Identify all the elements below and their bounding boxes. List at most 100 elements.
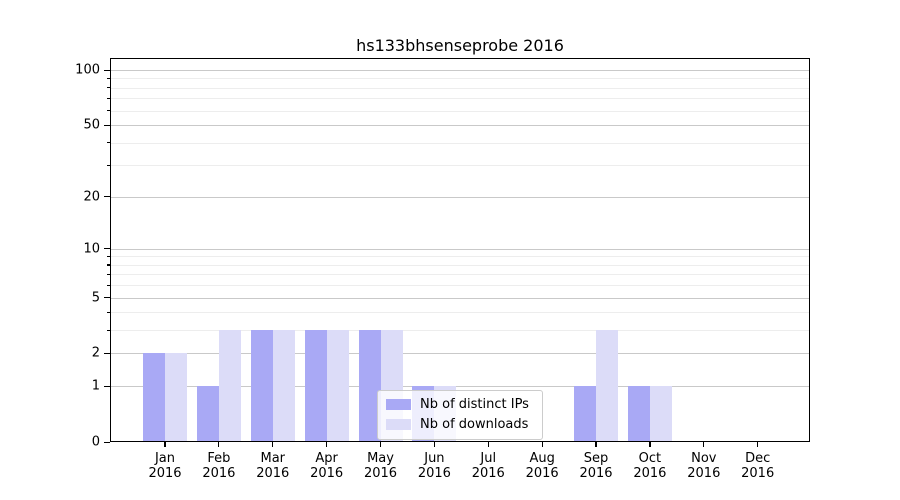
x-tick-mark-apr: [326, 442, 328, 447]
x-tick-month: Nov: [691, 451, 717, 466]
x-tick-mark-feb: [218, 442, 220, 447]
minor-gridline-90: [110, 78, 810, 80]
y-minor-tick-mark-9: [107, 255, 110, 258]
x-tick-month: May: [367, 451, 394, 466]
major-gridline-50: [110, 125, 810, 127]
y-tick-mark-1: [104, 385, 110, 387]
legend-swatch-distinct-ips: [386, 399, 411, 410]
legend: Nb of distinct IPs Nb of downloads: [377, 390, 543, 440]
bar-downloads-oct: [649, 386, 672, 442]
x-tick-month: Jan: [154, 451, 176, 466]
chart-title: hs133bhsenseprobe 2016: [356, 36, 564, 55]
minor-gridline-40: [110, 142, 810, 144]
x-tick-mark-nov: [703, 442, 705, 447]
x-tick-mark-jun: [433, 442, 435, 447]
y-minor-tick-mark-6: [107, 284, 110, 286]
x-tick-label-jul-2016: Jul 2016: [448, 451, 528, 481]
y-minor-tick-mark-7: [107, 273, 110, 276]
y-minor-tick-mark-3: [107, 329, 110, 331]
y-minor-tick-mark-70: [107, 97, 110, 100]
y-tick-mark-20: [104, 196, 110, 198]
x-tick-label-jun-2016: Jun 2016: [394, 451, 474, 481]
y-tick-label-0: 0: [91, 434, 100, 450]
y-tick-label-10: 10: [83, 241, 100, 257]
y-tick-label-100: 100: [75, 62, 100, 78]
x-tick-label-oct-2016: Oct 2016: [610, 451, 690, 481]
x-tick-month: Feb: [207, 451, 231, 466]
bar-downloads-apr: [326, 330, 349, 442]
x-tick-month: Mar: [260, 451, 286, 466]
x-tick-label-dec-2016: Dec 2016: [718, 451, 798, 481]
x-tick-mark-oct: [649, 442, 651, 447]
x-tick-year: 2016: [579, 466, 613, 481]
x-tick-month: Dec: [745, 451, 771, 466]
minor-gridline-80: [110, 87, 810, 89]
y-tick-label-50: 50: [83, 117, 100, 133]
x-tick-month: Sep: [583, 451, 609, 466]
x-tick-label-may-2016: May 2016: [341, 451, 421, 481]
x-tick-label-sep-2016: Sep 2016: [556, 451, 636, 481]
y-minor-tick-mark-90: [107, 77, 110, 80]
y-minor-tick-mark-8: [107, 264, 110, 266]
x-tick-label-jan-2016: Jan 2016: [125, 451, 205, 481]
major-gridline-1: [110, 386, 810, 388]
legend-label-distinct-ips: Nb of distinct IPs: [420, 397, 529, 412]
x-tick-label-feb-2016: Feb 2016: [179, 451, 259, 481]
plot-frame: [110, 58, 810, 442]
y-minor-tick-mark-80: [107, 87, 110, 89]
x-tick-mark-jan: [164, 442, 166, 447]
bar-distinct-ips-apr: [304, 330, 327, 442]
x-tick-year: 2016: [417, 466, 451, 481]
x-tick-year: 2016: [363, 466, 398, 481]
major-gridline-10: [110, 248, 810, 250]
bar-distinct-ips-sep: [574, 386, 597, 442]
y-tick-label-2: 2: [91, 345, 100, 361]
y-tick-label-1: 1: [91, 378, 100, 394]
x-tick-mark-mar: [272, 442, 274, 447]
y-minor-tick-mark-30: [107, 164, 110, 166]
y-minor-tick-mark-60: [107, 110, 110, 112]
x-tick-label-nov-2016: Nov 2016: [664, 451, 744, 481]
x-tick-month: Apr: [315, 451, 338, 466]
minor-gridline-8: [110, 264, 810, 266]
minor-gridline-70: [110, 98, 810, 100]
y-tick-label-20: 20: [83, 189, 100, 205]
x-tick-month: Jul: [480, 451, 497, 466]
bar-distinct-ips-mar: [250, 330, 273, 442]
x-tick-label-apr-2016: Apr 2016: [287, 451, 367, 481]
x-tick-month: Jun: [424, 451, 445, 466]
x-tick-mark-dec: [757, 442, 759, 447]
minor-gridline-6: [110, 285, 810, 287]
major-gridline-100: [110, 70, 810, 71]
y-tick-label-5: 5: [91, 290, 100, 306]
legend-item-distinct-ips: Nb of distinct IPs: [386, 397, 534, 412]
x-tick-year: 2016: [310, 466, 344, 481]
legend-swatch-downloads: [386, 419, 411, 430]
x-tick-year: 2016: [741, 466, 775, 481]
y-tick-mark-50: [104, 124, 110, 126]
bar-distinct-ips-feb: [196, 386, 219, 442]
legend-item-downloads: Nb of downloads: [386, 417, 534, 432]
x-tick-year: 2016: [633, 466, 667, 481]
y-tick-mark-0: [104, 441, 110, 443]
bar-downloads-sep: [596, 330, 619, 442]
x-tick-year: 2016: [525, 466, 559, 481]
minor-gridline-60: [110, 110, 810, 112]
bar-distinct-ips-oct: [627, 386, 650, 442]
bar-distinct-ips-may: [358, 330, 381, 442]
minor-gridline-7: [110, 274, 810, 276]
x-tick-mark-sep: [595, 442, 597, 447]
x-tick-label-aug-2016: Aug 2016: [502, 451, 582, 481]
minor-gridline-30: [110, 165, 810, 167]
x-tick-year: 2016: [256, 466, 290, 481]
y-tick-mark-5: [104, 297, 110, 299]
x-tick-year: 2016: [148, 466, 182, 481]
bar-downloads-jan: [165, 353, 187, 442]
x-tick-year: 2016: [471, 466, 505, 481]
major-gridline-5: [110, 297, 810, 299]
x-tick-mark-may: [379, 442, 382, 447]
minor-gridline-4: [110, 312, 810, 314]
y-minor-tick-mark-40: [107, 142, 110, 144]
x-tick-year: 2016: [687, 466, 721, 481]
